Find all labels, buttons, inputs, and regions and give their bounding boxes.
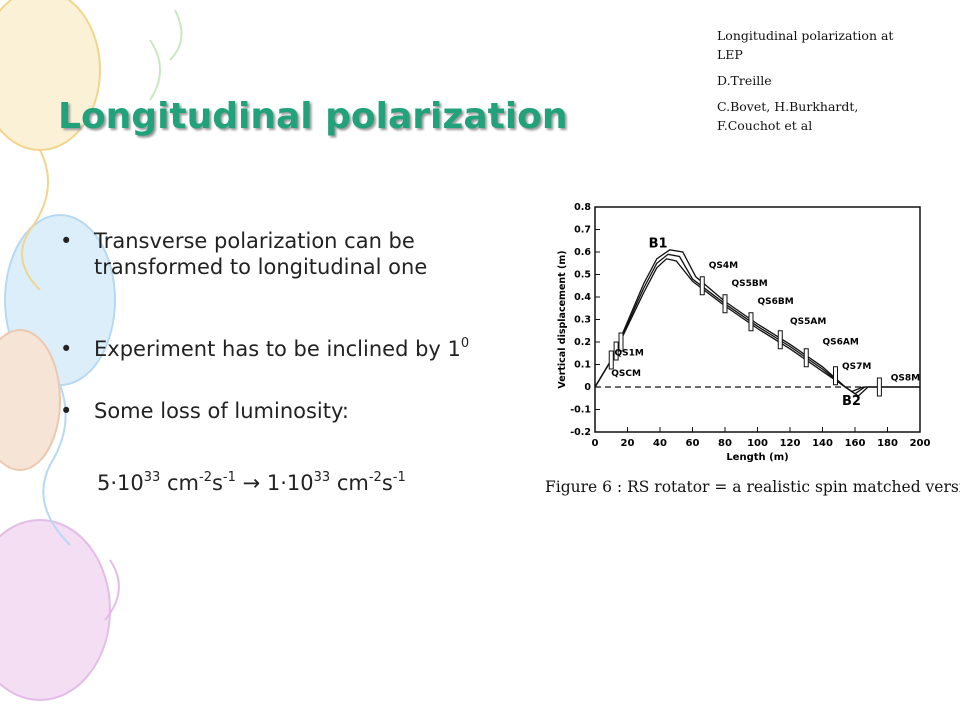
x-tick-label: 160 bbox=[845, 438, 866, 449]
y-tick-label: 0.5 bbox=[574, 270, 591, 281]
displacement-chart: 0 20 40 60 80 100 120 140 160 180 200 0.8 0.7 0.6 0.5 0… bbox=[557, 202, 931, 463]
magnet-label: B2 bbox=[842, 394, 861, 409]
trajectory-line bbox=[594, 249, 920, 397]
y-tick-label: 0 bbox=[584, 382, 591, 393]
y-tick-label: 0.7 bbox=[574, 225, 591, 236]
x-tick-label: 0 bbox=[592, 438, 599, 449]
y-tick-label: 0.2 bbox=[574, 337, 591, 348]
x-tick-label: 200 bbox=[910, 438, 931, 449]
quadrupole-marker bbox=[833, 366, 838, 386]
slide-title: Longitudinal polarization bbox=[58, 96, 568, 137]
quadrupole-marker bbox=[722, 294, 728, 314]
quadrupole-marker bbox=[803, 348, 809, 368]
x-tick-label: 180 bbox=[877, 438, 898, 449]
magnet-label: QS7M bbox=[842, 362, 871, 372]
chart-frame bbox=[594, 206, 921, 433]
bullet-item: Transverse polarization can be transform… bbox=[60, 228, 530, 280]
x-axis-label: Length (m) bbox=[726, 452, 788, 463]
y-tick-label: -0.2 bbox=[570, 427, 591, 438]
quadrupole-marker bbox=[748, 312, 754, 332]
magnet-label: QS6AM bbox=[823, 337, 859, 347]
y-tick-label: 0.4 bbox=[574, 292, 591, 303]
quadrupole-marker bbox=[777, 330, 783, 350]
magnet-label: QS4M bbox=[709, 261, 738, 271]
y-tick-label: 0.6 bbox=[574, 247, 591, 258]
magnet-label: QS8M bbox=[891, 373, 920, 383]
y-tick-label: 0.3 bbox=[574, 315, 591, 326]
magnet-label: B1 bbox=[649, 237, 668, 252]
reference-title: Longitudinal polarization at LEP bbox=[717, 28, 894, 62]
references: Longitudinal polarization at LEP D.Treil… bbox=[717, 26, 917, 142]
y-tick-label: 0.1 bbox=[574, 360, 591, 371]
y-tick-label: -0.1 bbox=[570, 405, 591, 416]
quadrupole-marker bbox=[699, 276, 705, 296]
x-tick-label: 140 bbox=[812, 438, 833, 449]
magnet-label: QS5AM bbox=[790, 317, 826, 327]
bullet-item: Some loss of luminosity: bbox=[60, 398, 530, 424]
quadrupole-marker bbox=[618, 332, 624, 352]
x-tick-label: 120 bbox=[780, 438, 801, 449]
x-tick-label: 20 bbox=[621, 438, 635, 449]
magnet-label: QSCM bbox=[611, 369, 641, 379]
magnet-label: QS5BM bbox=[732, 279, 768, 289]
quadrupole-marker bbox=[608, 350, 614, 370]
reference-authors: C.Bovet, H.Burkhardt, F.Couchot et al bbox=[717, 99, 859, 133]
degree-superscript: 0 bbox=[460, 336, 470, 351]
bullet-item: Experiment has to be inclined by 10 bbox=[60, 336, 530, 362]
figure-caption: Figure 6 : RS rotator = a realistic spin… bbox=[545, 478, 960, 496]
x-tick-label: 60 bbox=[686, 438, 700, 449]
magnet-label: QS6BM bbox=[758, 297, 794, 307]
x-tick-label: 80 bbox=[718, 438, 732, 449]
magnet-label: QS1M bbox=[615, 349, 644, 359]
x-tick-label: 100 bbox=[747, 438, 768, 449]
quadrupole-marker bbox=[876, 377, 882, 397]
quadrupole-marker bbox=[613, 341, 619, 361]
reference-author: D.Treille bbox=[717, 73, 772, 88]
x-tick-label: 40 bbox=[653, 438, 667, 449]
y-axis-label: Vertical displacement (m) bbox=[557, 250, 568, 388]
luminosity-formula: 5·1033 cm-2s-1 → 1·1033 cm-2s-1 bbox=[97, 470, 406, 495]
y-tick-label: 0.8 bbox=[574, 202, 591, 213]
bullet-list: Transverse polarization can be transform… bbox=[60, 228, 530, 424]
